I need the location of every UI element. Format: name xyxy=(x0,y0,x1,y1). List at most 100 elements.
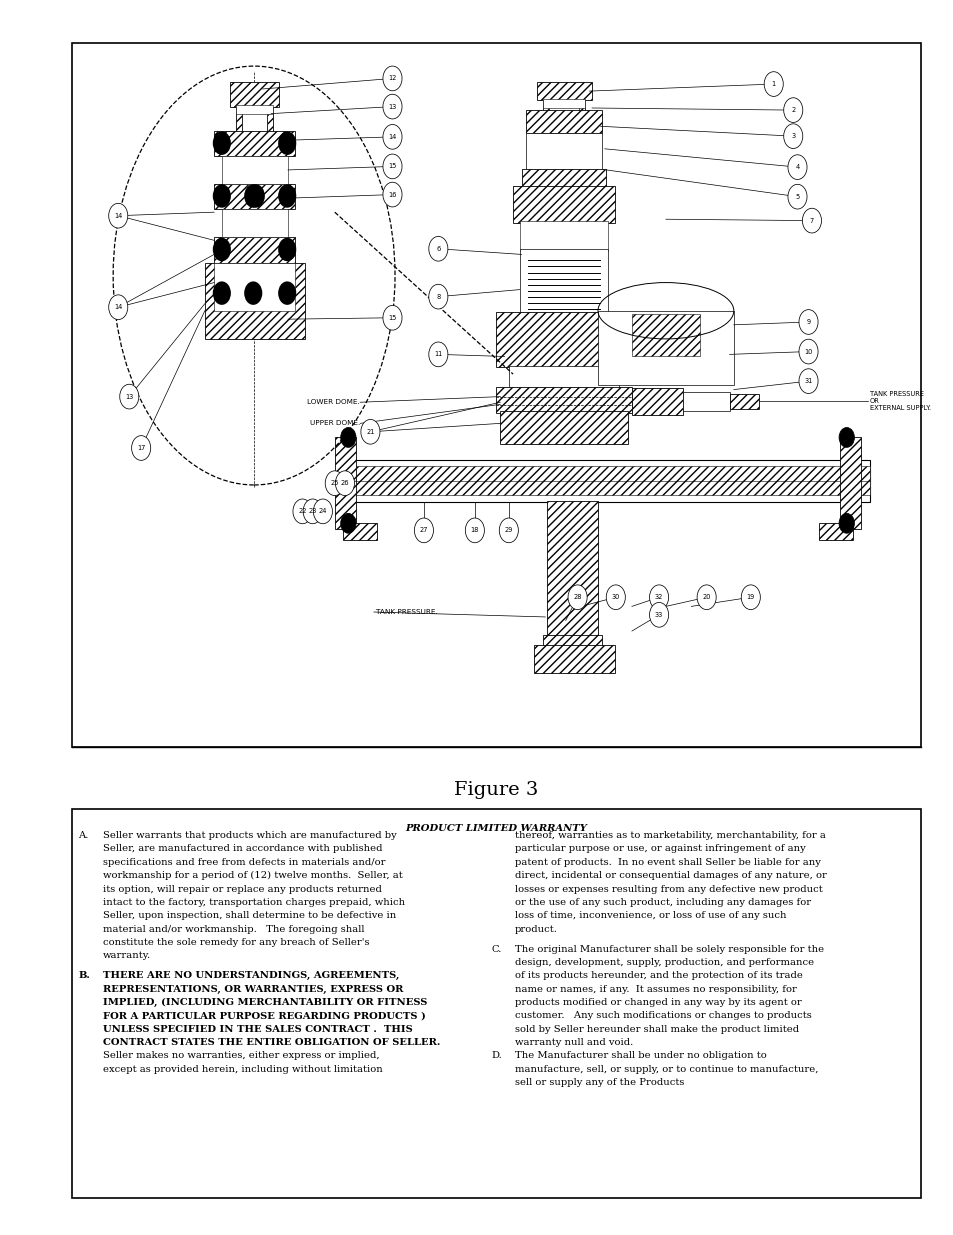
Text: FOR A PARTICULAR PURPOSE REGARDING PRODUCTS ): FOR A PARTICULAR PURPOSE REGARDING PRODU… xyxy=(103,1011,425,1020)
Bar xyxy=(548,89,578,296)
Circle shape xyxy=(782,98,801,122)
Bar xyxy=(519,221,607,251)
Text: 14: 14 xyxy=(388,133,396,140)
Circle shape xyxy=(313,499,332,524)
Circle shape xyxy=(293,499,312,524)
Text: 5: 5 xyxy=(795,194,799,200)
Text: TANK PRESSURE.: TANK PRESSURE. xyxy=(375,609,436,615)
Text: 20: 20 xyxy=(701,594,710,600)
Bar xyxy=(236,105,273,114)
Text: 24: 24 xyxy=(318,509,327,514)
Text: 11: 11 xyxy=(434,352,442,357)
Text: warranty null and void.: warranty null and void. xyxy=(515,1037,633,1047)
Text: 2: 2 xyxy=(790,107,795,114)
Circle shape xyxy=(697,585,716,610)
Bar xyxy=(546,501,598,638)
Circle shape xyxy=(244,282,262,305)
Bar xyxy=(343,466,869,495)
Text: intact to the factory, transportation charges prepaid, which: intact to the factory, transportation ch… xyxy=(103,898,405,906)
Text: 28: 28 xyxy=(573,594,581,600)
Text: direct, incidental or consequential damages of any nature, or: direct, incidental or consequential dama… xyxy=(515,871,826,881)
Circle shape xyxy=(799,310,818,335)
Text: C.: C. xyxy=(491,945,501,953)
Circle shape xyxy=(325,471,344,495)
Text: Seller, upon inspection, shall determine to be defective in: Seller, upon inspection, shall determine… xyxy=(103,911,395,920)
Circle shape xyxy=(740,585,760,610)
Bar xyxy=(521,168,606,188)
Text: IMPLIED, (INCLUDING MERCHANTABILITY OR FITNESS: IMPLIED, (INCLUDING MERCHANTABILITY OR F… xyxy=(103,998,427,1007)
Text: 32: 32 xyxy=(654,594,662,600)
Bar xyxy=(242,85,267,241)
Text: THERE ARE NO UNDERSTANDINGS, AGREEMENTS,: THERE ARE NO UNDERSTANDINGS, AGREEMENTS, xyxy=(103,971,399,981)
Circle shape xyxy=(465,517,484,542)
Circle shape xyxy=(567,585,586,610)
Bar xyxy=(839,437,861,529)
Circle shape xyxy=(763,72,782,96)
Text: A.: A. xyxy=(78,831,89,840)
Text: 15: 15 xyxy=(388,163,396,169)
Text: The Manufacturer shall be under no obligation to: The Manufacturer shall be under no oblig… xyxy=(515,1051,766,1060)
Bar xyxy=(525,132,601,170)
Text: UPPER DOME.: UPPER DOME. xyxy=(310,420,360,426)
Text: REPRESENTATIONS, OR WARRANTIES, EXPRESS OR: REPRESENTATIONS, OR WARRANTIES, EXPRESS … xyxy=(103,984,403,994)
Circle shape xyxy=(278,184,296,207)
Circle shape xyxy=(428,342,447,367)
Text: 21: 21 xyxy=(366,429,375,435)
Text: 19: 19 xyxy=(746,594,754,600)
Circle shape xyxy=(278,131,296,154)
Text: Seller makes no warranties, either express or implied,: Seller makes no warranties, either expre… xyxy=(103,1051,379,1060)
Circle shape xyxy=(303,499,322,524)
Bar xyxy=(222,156,288,184)
Circle shape xyxy=(428,284,447,309)
Bar xyxy=(222,209,288,237)
Text: PRODUCT LIMITED WARRANTY: PRODUCT LIMITED WARRANTY xyxy=(405,824,586,832)
Text: TANK PRESSURE
OR
EXTERNAL SUPPLY.: TANK PRESSURE OR EXTERNAL SUPPLY. xyxy=(869,390,930,411)
Circle shape xyxy=(278,238,296,262)
Text: sold by Seller hereunder shall make the product limited: sold by Seller hereunder shall make the … xyxy=(515,1025,799,1034)
Bar xyxy=(335,437,355,529)
Bar xyxy=(631,388,682,415)
Text: 12: 12 xyxy=(388,75,396,82)
Text: losses or expenses resulting from any defective new product: losses or expenses resulting from any de… xyxy=(515,884,822,893)
Circle shape xyxy=(382,183,401,207)
Bar xyxy=(343,524,376,540)
Circle shape xyxy=(213,131,231,154)
Bar xyxy=(499,411,627,445)
Circle shape xyxy=(213,238,231,262)
Circle shape xyxy=(801,209,821,233)
Bar xyxy=(818,524,852,540)
Text: 9: 9 xyxy=(805,319,810,325)
Text: The original Manufacturer shall be solely responsible for the: The original Manufacturer shall be solel… xyxy=(515,945,823,953)
Text: 13: 13 xyxy=(125,394,133,400)
Text: or the use of any such product, including any damages for: or the use of any such product, includin… xyxy=(515,898,810,906)
Bar xyxy=(71,43,920,747)
Text: 13: 13 xyxy=(388,104,396,110)
Text: 22: 22 xyxy=(298,509,307,514)
Text: 6: 6 xyxy=(436,246,440,252)
Circle shape xyxy=(787,184,806,209)
Text: product.: product. xyxy=(515,925,558,934)
Text: name or names, if any.  It assumes no responsibility, for: name or names, if any. It assumes no res… xyxy=(515,984,796,993)
Text: B.: B. xyxy=(78,971,90,981)
Bar xyxy=(578,89,584,311)
Bar xyxy=(230,82,278,106)
Text: 26: 26 xyxy=(340,480,349,487)
Text: 30: 30 xyxy=(611,594,619,600)
Bar xyxy=(534,645,615,673)
Bar xyxy=(214,263,294,311)
Text: 4: 4 xyxy=(795,164,799,170)
Text: 16: 16 xyxy=(388,191,396,198)
Circle shape xyxy=(360,420,379,445)
Bar xyxy=(496,387,631,412)
Text: 8: 8 xyxy=(436,294,440,300)
Bar xyxy=(214,184,294,209)
Bar xyxy=(513,186,615,222)
Circle shape xyxy=(247,184,265,207)
Text: 18: 18 xyxy=(470,527,478,534)
Text: 14: 14 xyxy=(114,212,122,219)
Circle shape xyxy=(244,184,262,207)
Text: material and/or workmanship.   The foregoing shall: material and/or workmanship. The foregoi… xyxy=(103,925,364,934)
Text: except as provided herein, including without limitation: except as provided herein, including wit… xyxy=(103,1065,382,1073)
Circle shape xyxy=(340,514,355,534)
Circle shape xyxy=(382,305,401,330)
